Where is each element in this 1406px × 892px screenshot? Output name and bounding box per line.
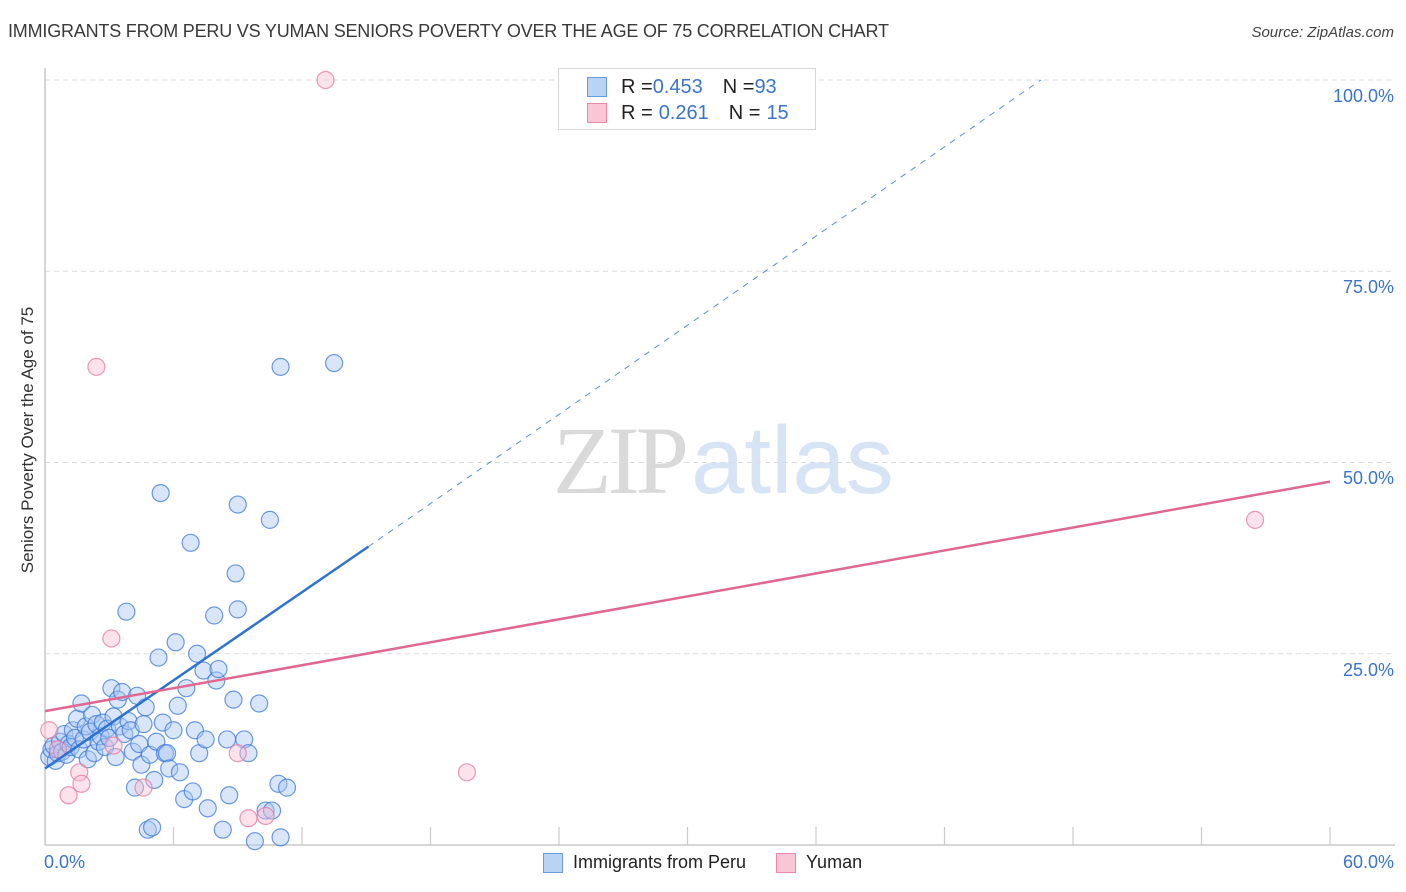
data-point-peru <box>151 484 170 503</box>
x-tick-min: 0.0% <box>44 852 86 872</box>
data-point-peru <box>271 828 290 847</box>
data-point-yuman <box>134 778 153 797</box>
legend-swatch-yuman <box>776 852 797 873</box>
data-point-peru <box>187 644 207 663</box>
data-point-peru <box>149 648 168 667</box>
data-point-yuman <box>102 629 121 648</box>
y-tick-25: 25.0% <box>1342 660 1394 680</box>
y-tick-50: 50.0% <box>1342 468 1394 488</box>
data-point-peru <box>194 661 213 680</box>
legend-label-peru: Immigrants from Peru <box>573 852 747 872</box>
data-point-yuman <box>104 736 123 755</box>
data-point-peru <box>106 747 125 767</box>
data-point-peru <box>196 730 215 749</box>
trendline-yuman <box>44 480 1331 713</box>
series-legend: Immigrants from Peru Yuman <box>543 852 892 873</box>
data-point-peru <box>168 696 187 715</box>
legend-swatch-peru <box>543 852 563 873</box>
legend-item-peru[interactable]: Immigrants from Peru <box>543 852 746 873</box>
data-point-yuman <box>1245 510 1265 529</box>
y-tick-100: 100.0% <box>1332 86 1394 106</box>
data-point-yuman <box>48 740 67 759</box>
data-point-yuman <box>316 70 335 90</box>
n-value-peru: 93 <box>754 75 777 98</box>
data-point-peru <box>228 600 247 619</box>
data-point-peru <box>250 694 269 713</box>
r-label: R = <box>621 75 653 98</box>
x-tick-max: 60.0% <box>1342 852 1394 872</box>
data-point-peru <box>325 353 344 373</box>
data-point-peru <box>117 602 136 621</box>
n-value-yuman: 15 <box>766 101 789 124</box>
legend-swatch-yuman <box>587 103 607 123</box>
r-label: R = <box>621 101 653 124</box>
data-point-peru <box>142 818 162 837</box>
data-point-peru <box>271 357 290 376</box>
data-point-yuman <box>256 806 275 826</box>
data-point-yuman <box>87 357 106 376</box>
data-point-peru <box>213 820 232 839</box>
legend-label-yuman: Yuman <box>806 852 863 872</box>
trendline-peru <box>44 545 370 770</box>
y-tick-75: 75.0% <box>1342 277 1394 297</box>
data-point-peru <box>269 774 288 793</box>
legend-row-yuman: R = 0.261 N = 15 <box>587 101 789 125</box>
data-point-yuman <box>72 774 91 793</box>
data-point-peru <box>228 495 247 514</box>
y-axis-label: Seniors Poverty Over the Age of 75 <box>18 306 37 574</box>
data-point-peru <box>166 633 185 652</box>
data-point-peru <box>224 690 243 709</box>
data-point-peru <box>220 786 239 805</box>
data-point-peru <box>260 510 279 529</box>
data-point-peru <box>217 730 237 749</box>
legend-row-peru: R = 0.453 N = 93 <box>587 75 777 99</box>
data-point-peru <box>239 744 258 763</box>
data-point-peru <box>102 679 121 698</box>
data-point-yuman <box>457 763 477 782</box>
data-point-peru <box>160 759 179 778</box>
r-value-peru: 0.453 <box>652 75 703 98</box>
data-point-yuman <box>59 786 78 805</box>
legend-item-yuman[interactable]: Yuman <box>776 852 862 873</box>
correlation-legend: R = 0.453 N = 93 R = 0.261 N = 15 <box>558 68 816 130</box>
trendline-peru-extension <box>368 79 1042 548</box>
data-point-peru <box>181 533 200 552</box>
data-point-peru <box>134 715 153 734</box>
data-point-peru <box>183 782 202 801</box>
data-point-peru <box>205 606 224 625</box>
data-point-yuman <box>228 744 247 763</box>
data-point-peru <box>85 744 104 763</box>
data-point-peru <box>198 799 217 818</box>
n-label: N = <box>728 101 761 124</box>
chart-title: IMMIGRANTS FROM PERU VS YUMAN SENIORS PO… <box>8 21 889 41</box>
source-credit: Source: ZipAtlas.com <box>1251 24 1394 41</box>
data-point-peru <box>226 564 245 583</box>
data-point-peru <box>245 832 264 851</box>
n-label: N = <box>722 75 755 98</box>
r-value-yuman: 0.261 <box>658 101 709 124</box>
data-point-yuman <box>40 721 59 740</box>
data-point-yuman <box>70 763 89 782</box>
data-point-peru <box>157 744 177 763</box>
data-point-peru <box>277 778 297 797</box>
data-point-peru <box>256 801 275 820</box>
data-point-peru <box>209 659 228 679</box>
data-point-yuman <box>239 809 258 828</box>
data-point-peru <box>136 698 155 717</box>
legend-swatch-peru <box>587 77 607 97</box>
data-point-peru <box>164 721 183 740</box>
data-point-peru <box>170 763 190 782</box>
